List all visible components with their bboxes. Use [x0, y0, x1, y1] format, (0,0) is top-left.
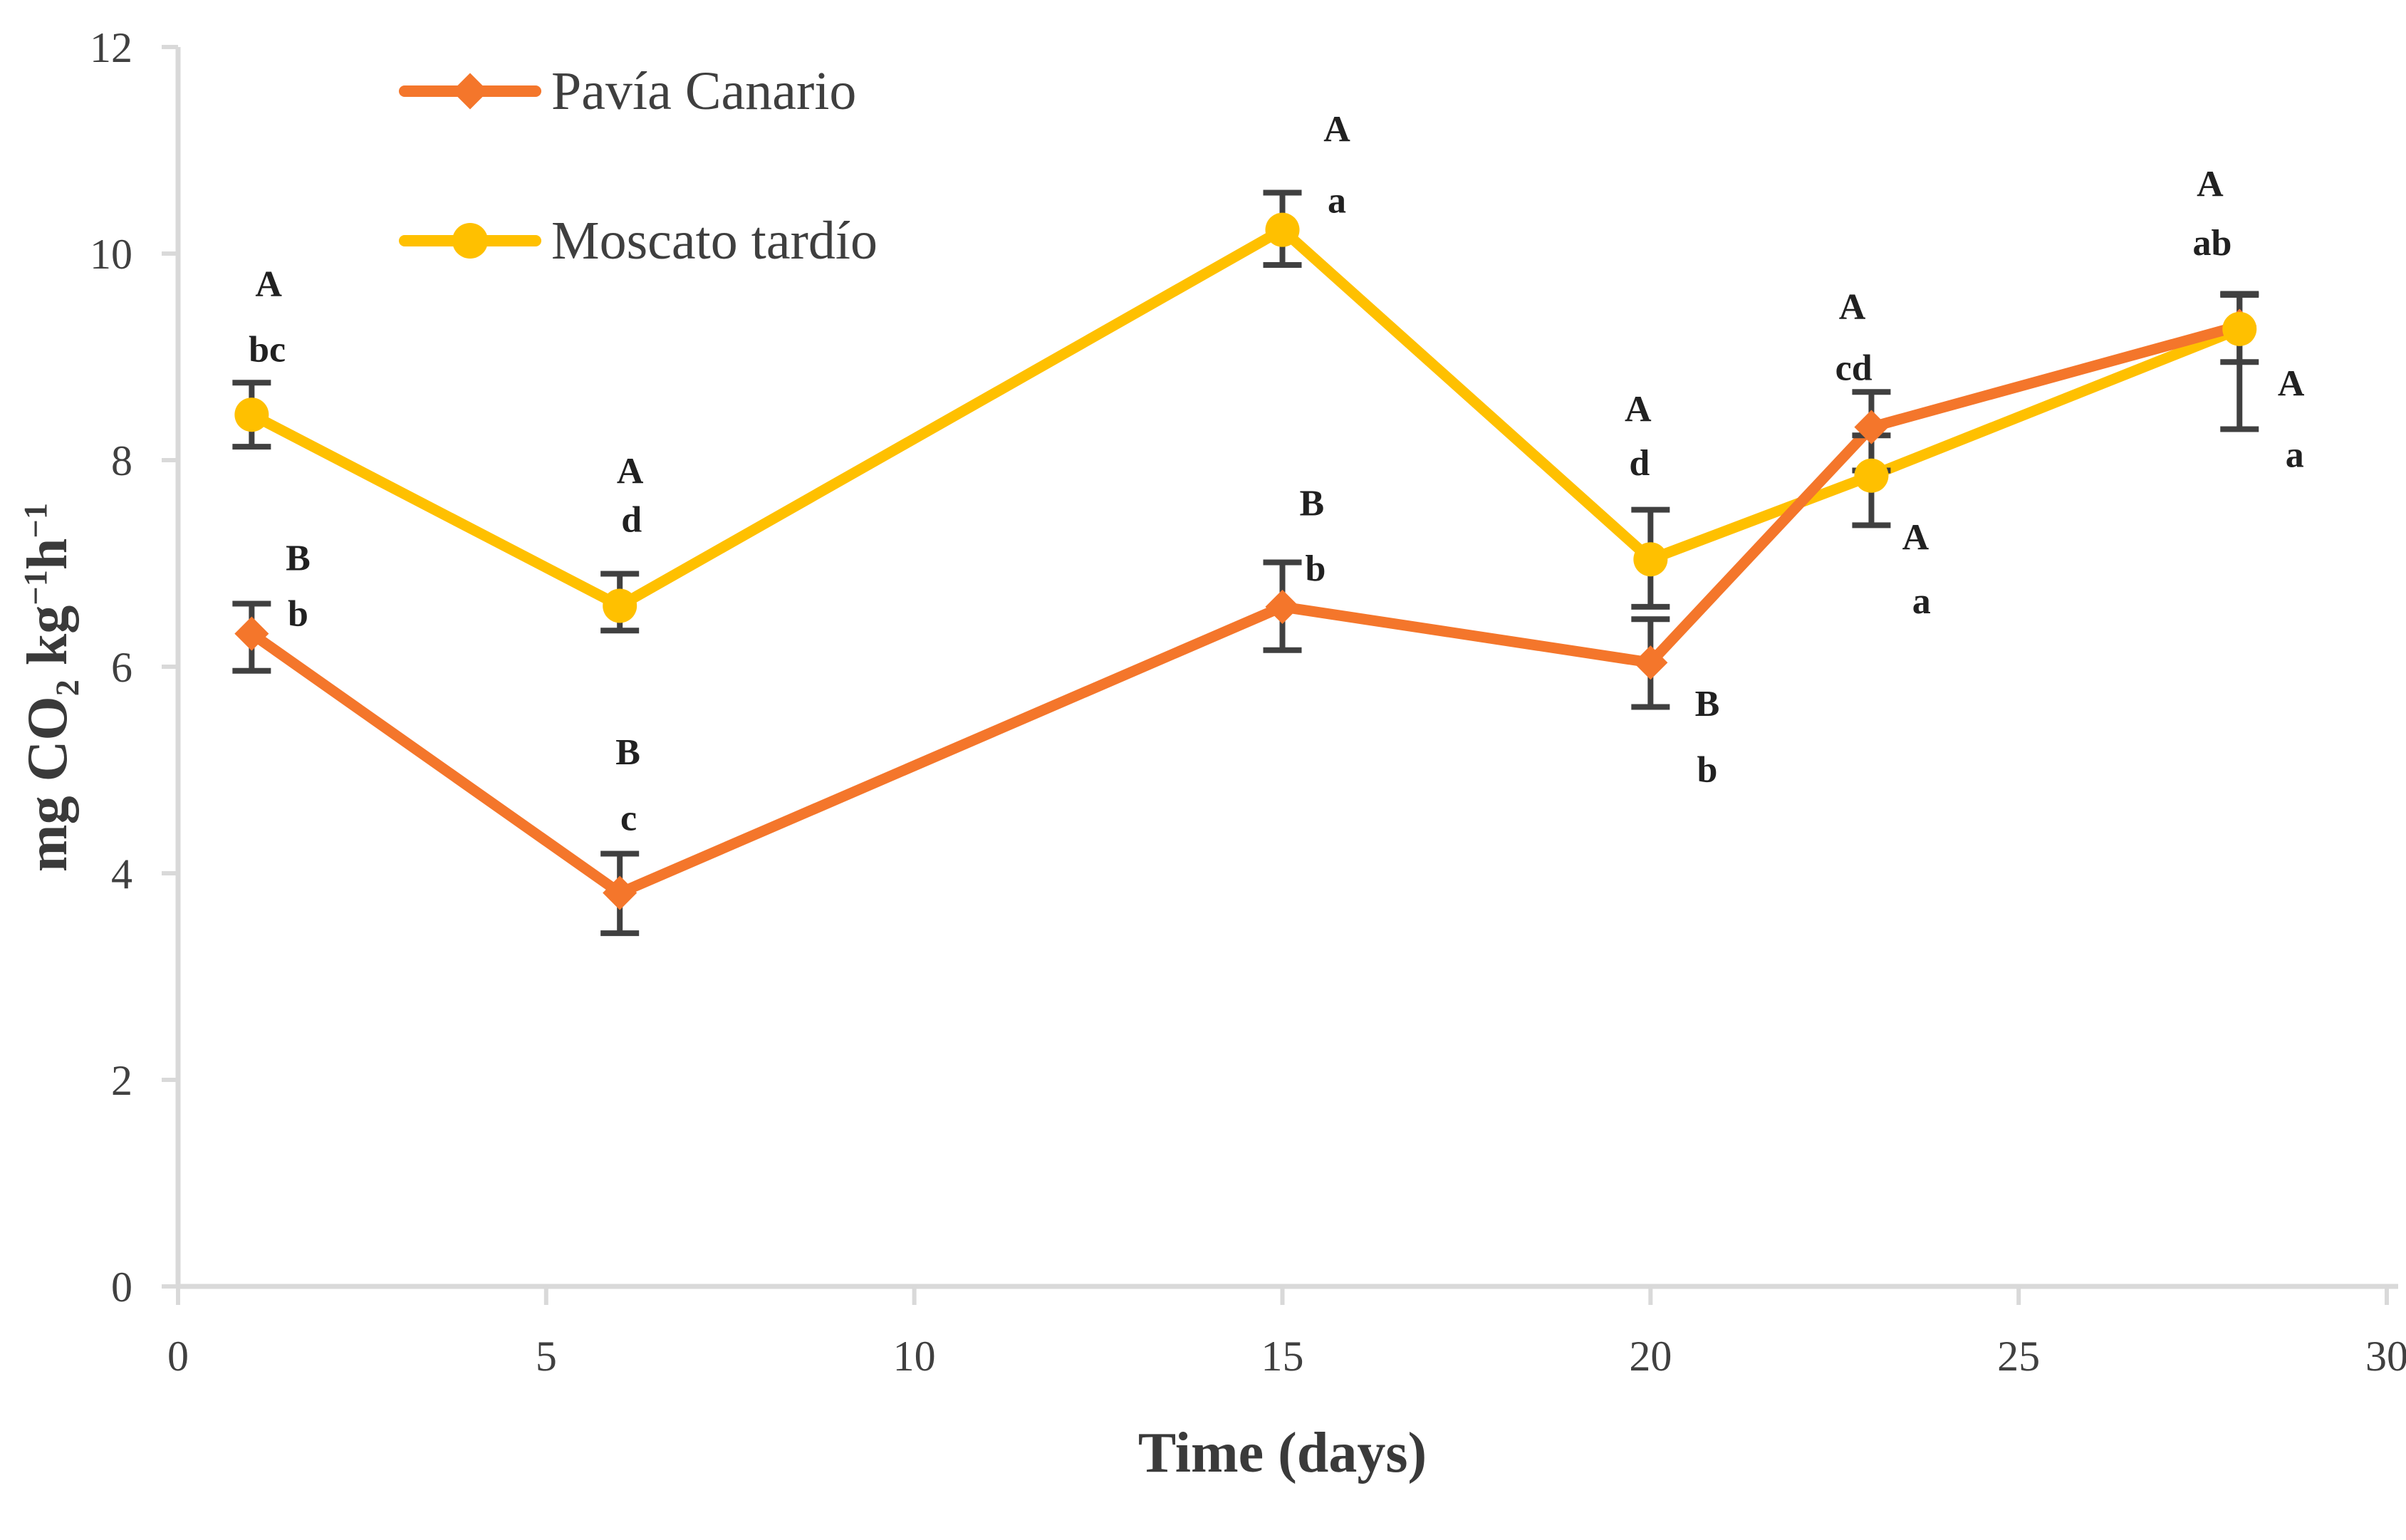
y-tick-label: 6 — [111, 644, 132, 691]
y-axis-title: mg CO2 kg−1h−1 — [16, 502, 86, 873]
y-tick-label: 2 — [111, 1057, 132, 1104]
x-tick-label: 30 — [2365, 1333, 2406, 1380]
legend-item-pavia-canario: Pavía Canario — [399, 56, 877, 127]
significance-label: A — [2278, 363, 2305, 404]
significance-label: a — [2286, 435, 2304, 475]
y-tick-label: 10 — [90, 231, 132, 278]
legend: Pavía Canario Moscato tardío — [399, 56, 877, 276]
y-tick-label: 12 — [90, 24, 132, 71]
data-point-diamond — [1633, 645, 1668, 680]
data-point-diamond — [234, 616, 269, 651]
yellow-line-swatch — [399, 205, 541, 276]
significance-label: a — [1912, 581, 1931, 622]
x-tick-label: 0 — [167, 1333, 189, 1380]
legend-label-pavia-canario: Pavía Canario — [551, 61, 857, 121]
data-point-diamond — [1854, 410, 1889, 444]
significance-label: d — [1629, 443, 1650, 484]
y-tick-label: 4 — [111, 850, 132, 898]
y-tick-label: 8 — [111, 437, 132, 484]
significance-label: d — [621, 500, 642, 541]
significance-label: A — [2197, 164, 2224, 204]
significance-label: A — [1839, 287, 1866, 328]
significance-label: b — [288, 594, 308, 635]
x-tick-label: 15 — [1261, 1333, 1304, 1380]
data-point-circle — [234, 397, 269, 432]
circle-marker-icon — [452, 223, 488, 259]
data-point-circle — [2222, 311, 2257, 346]
series-line-moscato-tardio — [246, 224, 2245, 611]
x-tick-label: 5 — [536, 1333, 557, 1380]
legend-label-moscato-tardio: Moscato tardío — [551, 211, 878, 271]
x-axis-title: Time (days) — [1137, 1422, 1427, 1484]
x-tick-label: 20 — [1629, 1333, 1672, 1380]
data-point-circle — [1633, 542, 1668, 577]
significance-label: B — [286, 538, 311, 578]
x-tick-label: 25 — [1997, 1333, 2040, 1380]
significance-label: A — [255, 264, 282, 305]
significance-label: A — [617, 452, 644, 492]
data-point-circle — [1854, 458, 1889, 493]
significance-label: A — [1902, 517, 1930, 558]
significance-label: cd — [1835, 348, 1873, 389]
data-point-circle — [603, 588, 637, 623]
significance-label: ab — [2193, 223, 2232, 264]
data-point-diamond — [1265, 589, 1300, 624]
orange-line-swatch — [399, 56, 541, 127]
data-point-circle — [1265, 212, 1300, 247]
significance-label: A — [1323, 110, 1350, 150]
x-tick-label: 10 — [893, 1333, 936, 1380]
y-tick-label: 0 — [111, 1264, 132, 1311]
diamond-marker-icon — [452, 73, 489, 110]
significance-label: b — [1697, 750, 1717, 791]
legend-item-moscato-tardio: Moscato tardío — [399, 205, 877, 276]
significance-label: B — [1300, 483, 1325, 524]
significance-label: A — [1625, 390, 1652, 430]
significance-label: B — [1695, 684, 1720, 724]
significance-label: a — [1328, 181, 1346, 222]
significance-label: B — [615, 732, 640, 773]
significance-label: b — [1306, 548, 1326, 589]
significance-label: c — [620, 798, 637, 839]
series-line-pavia-canario — [246, 321, 2245, 899]
significance-label: bc — [249, 329, 286, 370]
